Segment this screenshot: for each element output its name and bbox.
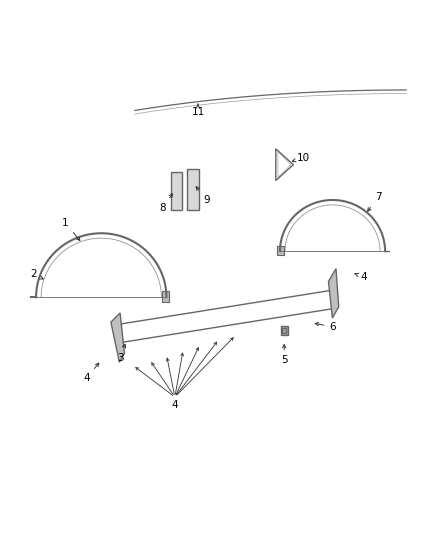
Text: 7: 7 — [367, 192, 381, 211]
Polygon shape — [277, 246, 284, 255]
Bar — [281, 326, 287, 335]
Polygon shape — [328, 269, 339, 318]
Text: 9: 9 — [196, 187, 210, 205]
Text: 3: 3 — [117, 344, 126, 362]
Text: 5: 5 — [281, 344, 287, 365]
Text: 8: 8 — [159, 194, 173, 213]
Text: 4: 4 — [355, 272, 367, 282]
Text: 6: 6 — [315, 322, 336, 332]
Text: 10: 10 — [292, 153, 310, 163]
Bar — [282, 328, 286, 333]
Text: 4: 4 — [172, 400, 178, 410]
Polygon shape — [111, 313, 124, 362]
Bar — [187, 169, 199, 210]
Text: 1: 1 — [62, 218, 80, 240]
Bar — [171, 172, 182, 210]
Text: 4: 4 — [83, 363, 99, 383]
Text: 2: 2 — [31, 269, 43, 279]
Polygon shape — [162, 291, 169, 302]
Text: 11: 11 — [191, 104, 205, 117]
